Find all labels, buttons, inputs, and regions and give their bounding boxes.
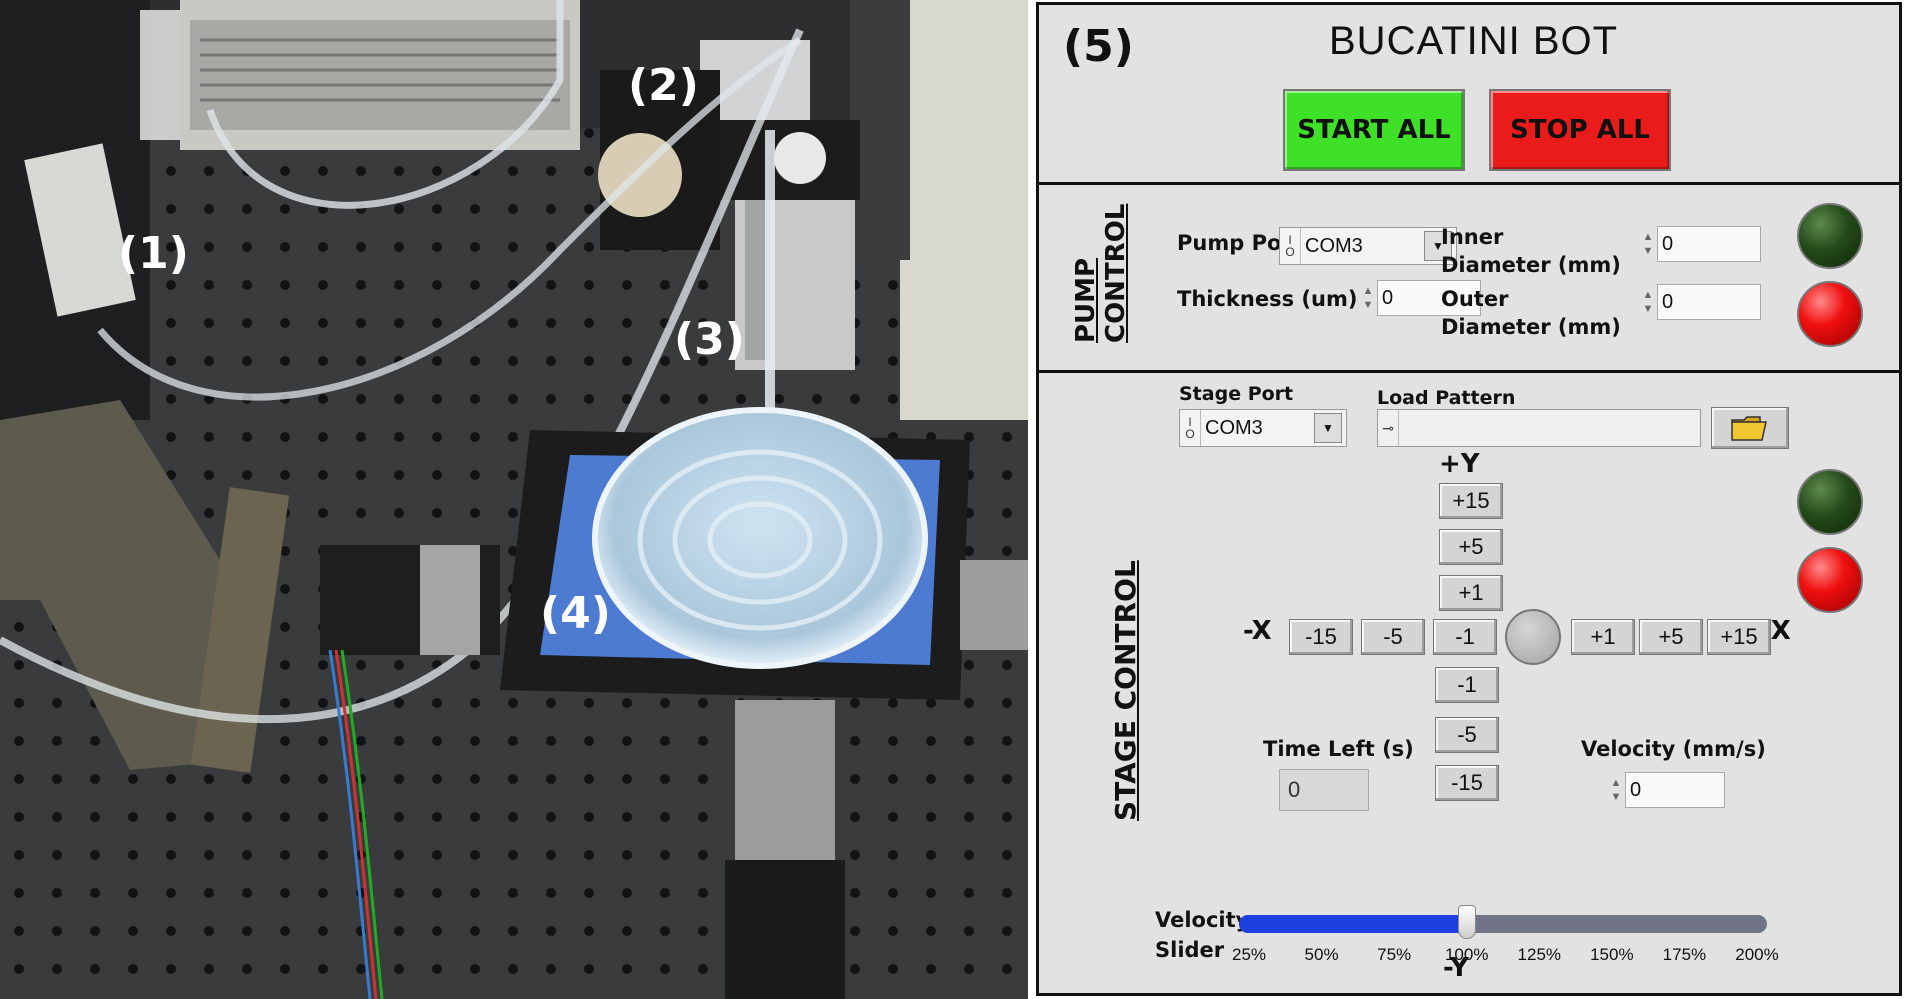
thickness-label: Thickness (um) xyxy=(1177,287,1358,311)
jog-x-plus-15-button[interactable]: +15 xyxy=(1707,619,1771,655)
pump-section-label: PUMP CONTROL xyxy=(1071,204,1131,343)
jog-y-minus-15-button[interactable]: -15 xyxy=(1435,765,1499,801)
slider-tick-label: 175% xyxy=(1662,945,1707,964)
outer-diameter-label-line1: Outer xyxy=(1441,287,1509,311)
inner-diameter-label-line2: Diameter (mm) xyxy=(1441,253,1621,277)
jog-x-minus-5-button[interactable]: -5 xyxy=(1361,619,1425,655)
pump-status-led-green xyxy=(1797,203,1863,269)
label-nozzle: (3) xyxy=(674,314,745,365)
inner-diameter-label: Inner Diameter (mm) xyxy=(1441,223,1621,279)
slider-tick-label: 200% xyxy=(1735,945,1779,964)
stage-section-label: STAGE CONTROL xyxy=(1109,560,1142,821)
apparatus-photo: (1) (2) (3) (4) xyxy=(0,0,1028,999)
velocity-slider-label: Velocity Slider xyxy=(1155,905,1249,965)
thickness-input[interactable]: 0 xyxy=(1377,280,1481,316)
start-all-button[interactable]: START ALL xyxy=(1283,89,1465,171)
apparatus-illustration xyxy=(0,0,1028,999)
jog-x-plus-1-button[interactable]: +1 xyxy=(1571,619,1635,655)
label-xy-stage: (4) xyxy=(540,588,611,639)
velocity-label: Velocity (mm/s) xyxy=(1581,737,1766,761)
control-panel: (5) BUCATINI BOT START ALL STOP ALL PUMP… xyxy=(1036,2,1902,996)
jog-x-minus-15-button[interactable]: -15 xyxy=(1289,619,1353,655)
header-section: (5) BUCATINI BOT START ALL STOP ALL xyxy=(1039,5,1899,185)
stage-port-value: COM3 xyxy=(1205,416,1263,439)
slider-tick-label: 150% xyxy=(1590,945,1634,964)
velocity-field[interactable]: ▲ ▼ 0 xyxy=(1607,771,1725,809)
jog-x-plus-5-button[interactable]: +5 xyxy=(1639,619,1703,655)
velocity-slider-label-line2: Slider xyxy=(1155,938,1225,962)
inner-diameter-field[interactable]: ▲ ▼ 0 xyxy=(1639,225,1761,263)
chevron-down-icon[interactable]: ▼ xyxy=(1314,413,1342,443)
outer-diameter-label-line2: Diameter (mm) xyxy=(1441,315,1621,339)
folder-icon xyxy=(1731,416,1767,441)
pump-status-led-red xyxy=(1797,281,1863,347)
jog-y-plus-1-button[interactable]: +1 xyxy=(1439,575,1503,611)
minus-x-label: -X xyxy=(1243,616,1272,646)
plus-y-label: +Y xyxy=(1439,449,1480,479)
spin-arrows-icon[interactable]: ▲ ▼ xyxy=(1362,285,1374,311)
spin-arrows-icon[interactable]: ▲ ▼ xyxy=(1610,777,1622,803)
thickness-field[interactable]: ▲ ▼ 0 xyxy=(1359,279,1481,317)
velocity-slider-thumb[interactable] xyxy=(1457,905,1476,939)
time-left-label: Time Left (s) xyxy=(1263,737,1414,761)
outer-diameter-label: Outer Diameter (mm) xyxy=(1441,285,1621,341)
jog-y-plus-5-button[interactable]: +5 xyxy=(1439,529,1503,565)
velocity-slider[interactable] xyxy=(1239,905,1767,939)
pump-port-value: COM3 xyxy=(1305,234,1363,257)
outer-diameter-input[interactable]: 0 xyxy=(1657,284,1761,320)
outer-diameter-field[interactable]: ▲ ▼ 0 xyxy=(1639,283,1761,321)
app-title: BUCATINI BOT xyxy=(1329,19,1619,63)
panel-tag: (5) xyxy=(1063,21,1134,72)
stop-all-button[interactable]: STOP ALL xyxy=(1489,89,1671,171)
inner-diameter-input[interactable]: 0 xyxy=(1657,226,1761,262)
slider-tick-label: 25% xyxy=(1231,945,1267,964)
label-syringe-pump: (1) xyxy=(118,228,189,279)
jog-x-minus-1-button[interactable]: -1 xyxy=(1433,619,1497,655)
browse-folder-button[interactable] xyxy=(1711,407,1789,449)
stage-port-label: Stage Port xyxy=(1179,383,1294,405)
velocity-slider-fill xyxy=(1239,915,1471,933)
label-valve: (2) xyxy=(628,60,699,111)
inner-diameter-label-line1: Inner xyxy=(1441,225,1504,249)
pump-section-label-line2: CONTROL xyxy=(1101,203,1131,343)
minus-y-label: -Y xyxy=(1443,953,1469,983)
chevron-down-icon[interactable]: ▼ xyxy=(1424,231,1452,261)
slider-tick-label: 100% xyxy=(1444,945,1489,964)
slider-tick-label: 50% xyxy=(1304,945,1339,964)
velocity-input[interactable]: 0 xyxy=(1625,772,1725,808)
jog-y-minus-5-button[interactable]: -5 xyxy=(1435,717,1499,753)
slider-tick-label: 75% xyxy=(1377,945,1412,964)
jog-y-minus-1-button[interactable]: -1 xyxy=(1435,667,1499,703)
load-pattern-path[interactable]: ⊸ xyxy=(1377,409,1701,447)
slider-tick-label: 125% xyxy=(1517,945,1562,964)
pump-section-label-line1: PUMP xyxy=(1071,257,1101,343)
spin-arrows-icon[interactable]: ▲ ▼ xyxy=(1642,289,1654,315)
path-icon: ⊸ xyxy=(1378,410,1399,446)
spin-arrows-icon[interactable]: ▲ ▼ xyxy=(1642,231,1654,257)
velocity-slider-label-line1: Velocity xyxy=(1155,908,1250,932)
stage-status-led-red xyxy=(1797,547,1863,613)
stage-home-knob[interactable] xyxy=(1505,609,1561,665)
stage-status-led-green xyxy=(1797,469,1863,535)
jog-y-plus-15-button[interactable]: +15 xyxy=(1439,483,1503,519)
time-left-indicator: 0 xyxy=(1279,769,1369,811)
load-pattern-label: Load Pattern xyxy=(1377,387,1516,409)
